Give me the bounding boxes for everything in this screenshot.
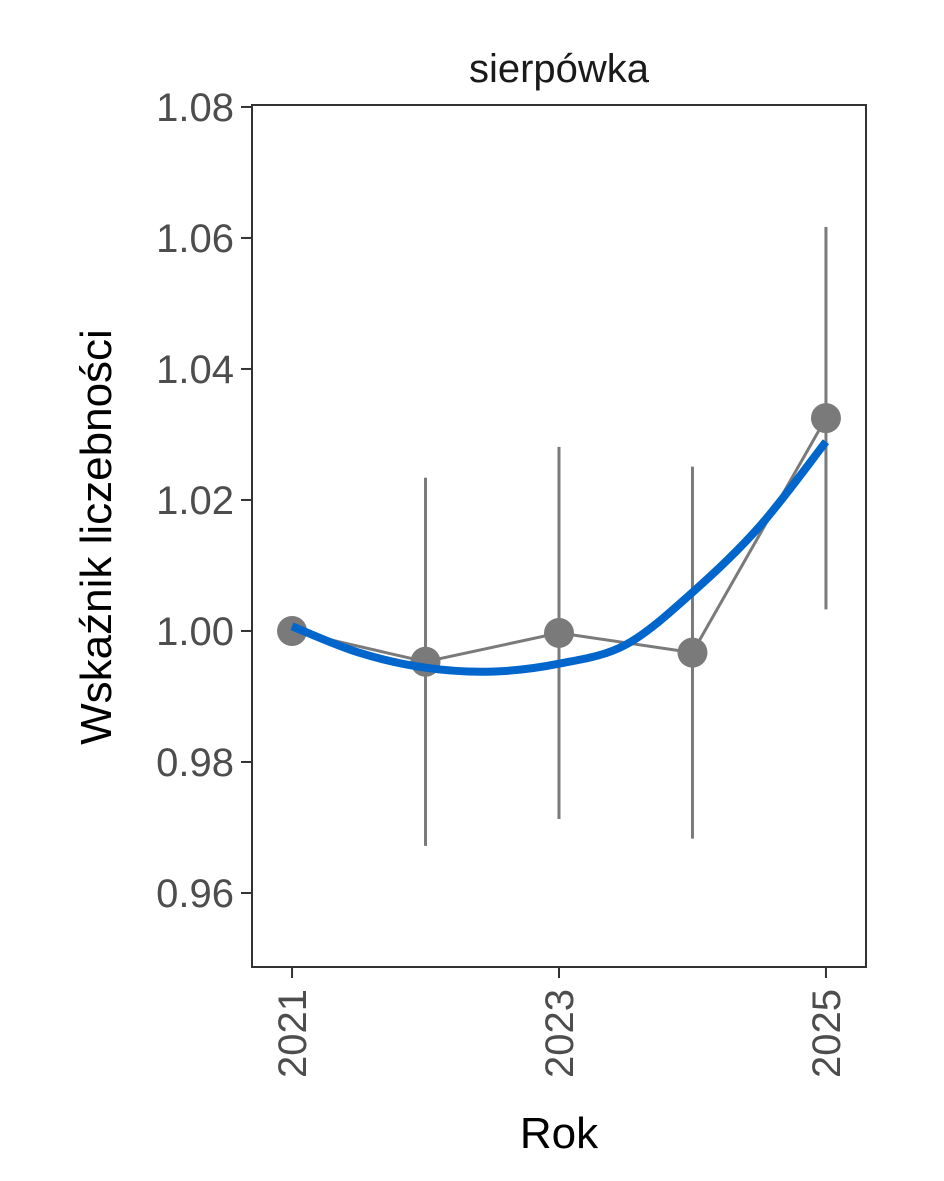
y-tick-label: 1.00 bbox=[156, 610, 234, 654]
y-axis-label: Wskaźnik liczebności bbox=[72, 329, 121, 745]
y-tick-label: 1.02 bbox=[156, 479, 234, 523]
x-tick-label: 2025 bbox=[805, 989, 849, 1078]
y-tick-label: 0.96 bbox=[156, 872, 234, 916]
y-tick-label: 1.06 bbox=[156, 217, 234, 261]
y-tick-label: 1.08 bbox=[156, 86, 234, 130]
data-point bbox=[677, 637, 708, 668]
y-tick-label: 1.04 bbox=[156, 348, 234, 392]
y-tick-label: 0.98 bbox=[156, 741, 234, 785]
x-tick-label: 2021 bbox=[271, 989, 315, 1078]
trend-line bbox=[290, 439, 830, 676]
x-tick-label: 2023 bbox=[538, 989, 582, 1078]
chart-title: sierpówka bbox=[469, 47, 650, 91]
data-point bbox=[544, 617, 574, 648]
data-point bbox=[277, 615, 308, 646]
plot-marks bbox=[277, 226, 841, 846]
data-point bbox=[810, 403, 841, 434]
x-axis-label: Rok bbox=[520, 1109, 599, 1158]
plot-axes: 0.96 0.98 1.00 1.02 1.04 1.06 1.08 2021 2023 2025 bbox=[156, 86, 867, 1078]
